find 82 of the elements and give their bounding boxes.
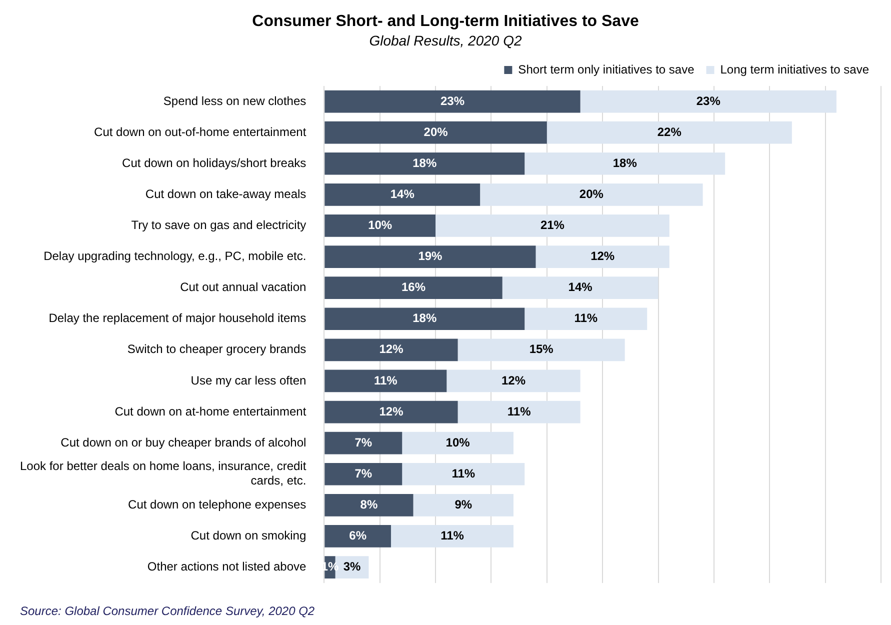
bar — [536, 246, 670, 268]
y-tick-label: Cut down on take-away meals — [145, 186, 306, 201]
y-tick-label: Delay the replacement of major household items — [48, 311, 306, 326]
data-label: 3% — [343, 560, 362, 574]
data-label: 7% — [354, 466, 372, 480]
bar — [324, 276, 502, 300]
data-label: 16% — [401, 280, 426, 294]
y-tick-label: Other actions not listed above — [147, 560, 306, 574]
data-label: 20% — [424, 124, 448, 139]
chart-subtitle: Global Results, 2020 Q2 — [369, 32, 522, 48]
data-label: 18% — [412, 311, 437, 326]
bar — [324, 246, 536, 268]
data-label: 23% — [440, 94, 465, 108]
y-tick-label: Cut down on or buy cheaper brands of alcohol — [60, 435, 306, 450]
bar — [480, 183, 703, 206]
data-label: 10% — [446, 435, 470, 450]
data-label: 11% — [440, 528, 464, 543]
y-tick-label: Cut down on holidays/short breaks — [122, 156, 306, 170]
data-label: 11% — [574, 311, 598, 326]
data-label: 14% — [568, 280, 593, 294]
bar — [402, 432, 514, 454]
y-tick-label: Spend less on new clothes — [163, 94, 306, 108]
y-tick-label: Use my car less often — [190, 373, 306, 388]
data-label: 9% — [454, 497, 472, 512]
bar — [324, 400, 458, 424]
bar — [458, 400, 580, 424]
data-label: 12% — [501, 373, 526, 388]
bar — [324, 152, 525, 175]
data-label: 15% — [529, 342, 554, 356]
y-tick-label: Cut down on at-home entertainment — [114, 404, 307, 418]
data-label: 18% — [412, 156, 437, 170]
data-label: 22% — [657, 124, 682, 139]
y-tick-label: Try to save on gas and electricity — [131, 218, 306, 232]
y-tick-label: Cut down on smoking — [190, 528, 306, 543]
y-tick-label: Cut down on telephone expenses — [128, 497, 306, 512]
bar — [524, 152, 726, 175]
y-tick-label: Delay upgrading technology, e.g., PC, mobile etc. — [44, 249, 306, 264]
data-label: 8% — [360, 497, 378, 512]
bar — [324, 121, 547, 144]
bar — [324, 525, 391, 548]
data-label: 14% — [390, 186, 415, 201]
bar — [446, 370, 580, 392]
data-label: 23% — [696, 94, 721, 108]
y-tick-label: Cut down on out-of-home entertainment — [94, 124, 307, 139]
data-label: 12% — [379, 404, 404, 418]
bar — [524, 308, 648, 330]
data-label: 12% — [379, 342, 404, 356]
chart-title: Consumer Short- and Long-term Initiatives to Save — [252, 13, 639, 30]
bar — [324, 432, 402, 454]
bar — [580, 90, 836, 113]
data-label: 11% — [374, 373, 398, 388]
data-label: 6% — [349, 528, 367, 543]
data-label: 11% — [507, 404, 532, 418]
bar — [324, 494, 414, 516]
bar — [502, 276, 658, 300]
data-label: 12% — [590, 249, 615, 264]
legend-label: Long term initiatives to save — [720, 62, 870, 76]
bar — [413, 494, 514, 516]
bar — [324, 214, 436, 237]
bar — [324, 90, 580, 113]
bar — [546, 121, 792, 144]
legend-label: Short term only initiatives to save — [518, 62, 695, 76]
data-label: 19% — [418, 249, 443, 264]
bar — [324, 183, 480, 206]
data-label: 7% — [354, 435, 372, 450]
bar — [458, 338, 625, 362]
bar — [324, 338, 458, 362]
bar — [436, 214, 670, 237]
data-label: 20% — [579, 186, 604, 201]
bar — [324, 370, 447, 392]
bar — [390, 525, 514, 548]
data-label: 11% — [452, 466, 476, 480]
data-label: 21% — [540, 218, 565, 232]
source-note: Source: Global Consumer Confidence Survey, 2020 Q2 — [20, 604, 315, 618]
bar — [324, 462, 402, 486]
y-tick-label: Cut out annual vacation — [180, 280, 306, 294]
data-label: 10% — [368, 218, 392, 232]
y-tick-label: Switch to cheaper grocery brands — [127, 342, 306, 356]
y-tick-label: Look for better deals on home loans, insurance, credit cards, etc. — [20, 459, 307, 488]
bar — [402, 462, 525, 486]
data-label: 18% — [612, 156, 638, 170]
bar — [324, 308, 525, 330]
